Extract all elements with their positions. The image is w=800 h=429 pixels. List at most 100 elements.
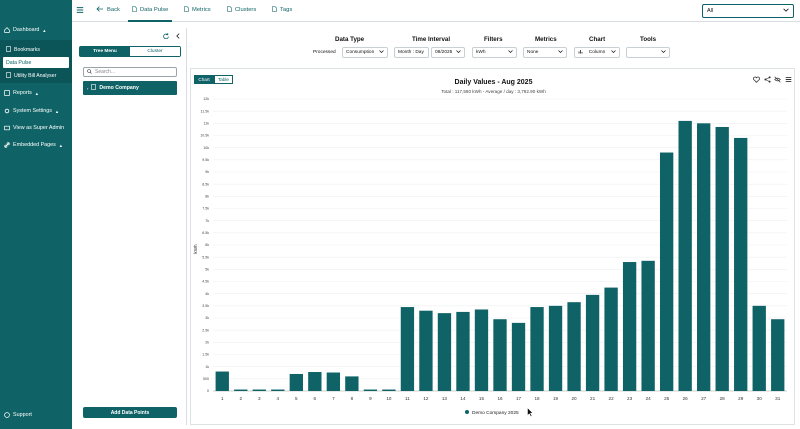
add-data-points-button[interactable]: Add Data Points — [83, 407, 177, 418]
bar[interactable] — [734, 137, 748, 391]
bar[interactable] — [697, 123, 711, 392]
chart-card: Chart Table Daily Values - Aug 2025 Tota… — [190, 68, 795, 425]
bar[interactable] — [585, 294, 600, 391]
back-button[interactable]: Back — [96, 6, 120, 14]
bar[interactable] — [215, 371, 229, 391]
tab-data-pulse[interactable]: Data Pulse — [127, 6, 173, 22]
arrow-left-icon — [96, 6, 104, 14]
nav-super-admin[interactable]: View as Super Admin — [4, 125, 64, 131]
bar[interactable] — [308, 372, 322, 391]
metrics-select[interactable]: None — [523, 47, 567, 58]
y-tick-label: 4.5k — [202, 280, 209, 284]
unit-select[interactable]: kWh — [472, 47, 517, 58]
bar[interactable] — [234, 389, 248, 391]
x-tick-label: 23 — [627, 396, 633, 401]
tree-search-input[interactable]: Search... — [83, 67, 177, 77]
bar[interactable] — [604, 287, 618, 391]
x-tick-label: 27 — [701, 396, 707, 401]
nav-embedded-pages[interactable]: Embedded Pages ▲ — [4, 142, 63, 148]
time-period-select[interactable]: 08/2025 — [431, 47, 465, 58]
panel-divider — [186, 28, 187, 425]
tree-item-demo-company[interactable]: › Demo Company — [83, 81, 177, 95]
bar[interactable] — [289, 373, 303, 391]
x-tick-label: 11 — [405, 396, 410, 401]
chevron-down-icon — [508, 50, 513, 55]
chevron-down-icon — [379, 50, 384, 55]
top-select-dropdown[interactable]: All — [702, 4, 794, 18]
cluster-toggle[interactable]: Cluster — [130, 47, 180, 56]
y-tick-label: 3.5k — [202, 304, 209, 308]
bar[interactable] — [419, 310, 433, 391]
gear-icon — [4, 108, 10, 114]
chart-title: Daily Values - Aug 2025 — [454, 79, 533, 86]
nav-system-settings[interactable]: System Settings ▲ — [4, 108, 59, 114]
table-tab[interactable]: Table — [214, 75, 233, 84]
bar[interactable] — [752, 305, 766, 391]
time-period-value: 08/2025 — [435, 50, 453, 55]
y-tick-label: 9.5k — [202, 158, 209, 162]
x-tick-label: 15 — [479, 396, 485, 401]
bar[interactable] — [771, 319, 785, 391]
tab-metrics[interactable]: Metrics — [184, 6, 211, 14]
x-tick-label: 13 — [442, 396, 448, 401]
y-tick-label: 6k — [205, 243, 209, 247]
visibility-off-icon[interactable] — [774, 76, 781, 83]
nav-support[interactable]: Support — [4, 412, 32, 418]
nav-utility-bill[interactable]: Utility Bill Analyser — [3, 70, 69, 81]
chart-svg: 1 2 3 4 5 6 7 8 9 10 11 12 13 14 15 16 17 18 19 20 21 22 23 24 2… — [193, 97, 787, 416]
x-tick-label: 6 — [314, 396, 317, 401]
chevron-down-icon — [661, 50, 666, 55]
bar[interactable] — [641, 260, 655, 391]
tab-tags[interactable]: Tags — [272, 6, 292, 14]
chart-tab[interactable]: Chart — [194, 75, 214, 84]
bar[interactable] — [715, 126, 729, 391]
x-tick-label: 25 — [664, 396, 670, 401]
bar[interactable] — [530, 307, 544, 391]
time-interval-select[interactable]: Month : Day — [394, 47, 429, 58]
tools-select[interactable] — [626, 47, 670, 58]
bar[interactable] — [382, 389, 396, 391]
nav-data-pulse-label: Data Pulse — [6, 59, 32, 66]
share-icon[interactable] — [764, 76, 771, 83]
bar[interactable] — [678, 120, 692, 392]
bar[interactable] — [659, 152, 674, 391]
bar[interactable] — [548, 305, 563, 391]
bar[interactable] — [363, 389, 378, 391]
refresh-icon[interactable] — [163, 33, 169, 41]
bar[interactable] — [474, 309, 489, 391]
y-tick-label: 5k — [205, 268, 209, 272]
hamburger-menu-icon[interactable] — [76, 6, 84, 14]
metrics-label: Metrics — [535, 36, 557, 43]
bar[interactable] — [326, 372, 341, 391]
tab-tags-label: Tags — [280, 7, 293, 13]
bar[interactable] — [345, 376, 359, 391]
bar[interactable] — [252, 389, 266, 391]
chart-type-select[interactable]: Column — [574, 47, 620, 58]
bar[interactable] — [567, 302, 581, 391]
bar[interactable] — [493, 319, 507, 391]
bar[interactable] — [437, 313, 452, 391]
y-tick-label: 2k — [205, 341, 209, 345]
x-tick-label: 22 — [609, 396, 615, 401]
chevron-right-icon: › — [87, 85, 89, 91]
tab-clusters-label: Clusters — [235, 7, 257, 13]
bar[interactable] — [622, 262, 637, 391]
help-icon — [4, 412, 10, 418]
bar[interactable] — [400, 307, 415, 391]
tab-clusters[interactable]: Clusters — [227, 6, 256, 14]
menu-icon[interactable] — [785, 76, 792, 83]
y-tick-label: 6.5k — [202, 231, 209, 235]
bar[interactable] — [511, 322, 526, 391]
nav-reports[interactable]: Reports ▲ — [4, 90, 39, 96]
tab-data-pulse-label: Data Pulse — [140, 7, 169, 13]
data-type-select[interactable]: Consumption — [342, 47, 388, 58]
nav-data-pulse[interactable]: Data Pulse — [3, 57, 69, 68]
time-interval-label: Time Interval — [412, 36, 451, 43]
heart-icon[interactable] — [753, 76, 760, 83]
bar[interactable] — [456, 311, 470, 391]
collapse-panel-icon[interactable] — [176, 33, 180, 41]
nav-bookmarks[interactable]: Bookmarks — [3, 44, 69, 55]
bar[interactable] — [271, 389, 285, 391]
nav-dashboard[interactable]: Dashboard ▲ — [4, 27, 46, 33]
tree-menu-toggle[interactable]: Tree Menu — [80, 47, 130, 56]
